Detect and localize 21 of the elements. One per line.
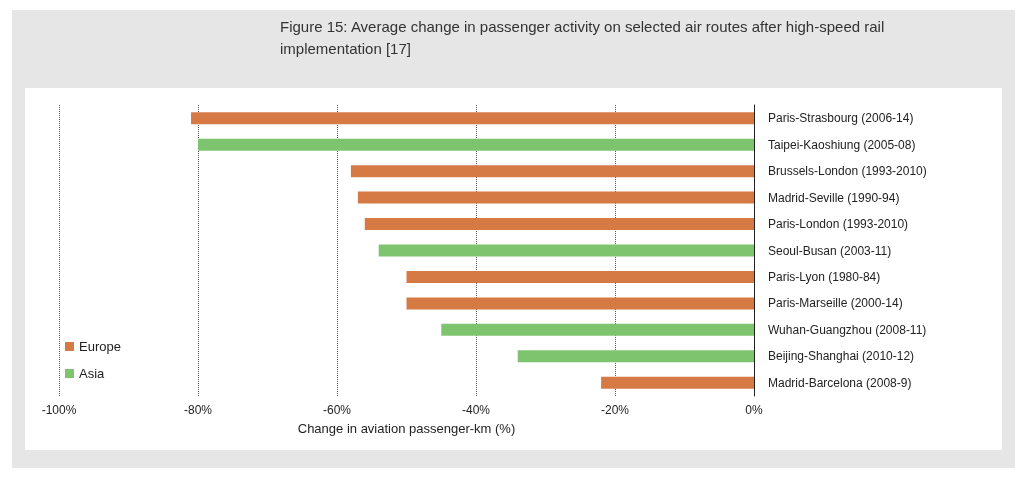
y-tick-label: Paris-Strasbourg (2006-14) bbox=[768, 111, 914, 126]
y-tick-label: Brussels-London (1993-2010) bbox=[768, 164, 927, 179]
y-tick-label: Madrid-Seville (1990-94) bbox=[768, 190, 900, 205]
x-tick-label: -20% bbox=[600, 403, 630, 417]
y-tick-label: Beijing-Shanghai (2010-12) bbox=[768, 349, 915, 364]
x-tick-label: -100% bbox=[41, 403, 77, 417]
y-tick-label: Paris-London (1993-2010) bbox=[768, 217, 909, 232]
legend-label: Europe bbox=[79, 339, 121, 354]
x-tick-label: 0% bbox=[745, 403, 763, 417]
x-tick-label: -40% bbox=[461, 403, 491, 417]
chart-title: Figure 15: Average change in passenger activity on selected air routes after high-speed rail implementation [17] bbox=[280, 17, 889, 57]
y-tick-label: Paris-Lyon (1980-84) bbox=[768, 269, 881, 284]
y-tick-label: Wuhan-Guangzhou (2008-11) bbox=[768, 322, 927, 337]
legend-label: Asia bbox=[79, 366, 106, 381]
y-tick-label: Madrid-Barcelona (2008-9) bbox=[768, 375, 912, 390]
y-tick-label: Taipei-Kaoshiung (2005-08) bbox=[768, 137, 916, 152]
y-tick-label: Seoul-Busan (2003-11) bbox=[768, 243, 892, 258]
x-tick-label: -80% bbox=[183, 403, 213, 417]
y-tick-label: Paris-Marseille (2000-14) bbox=[768, 296, 903, 311]
x-tick-label: -60% bbox=[322, 403, 352, 417]
x-axis-title: Change in aviation passenger-km (%) bbox=[297, 421, 516, 436]
